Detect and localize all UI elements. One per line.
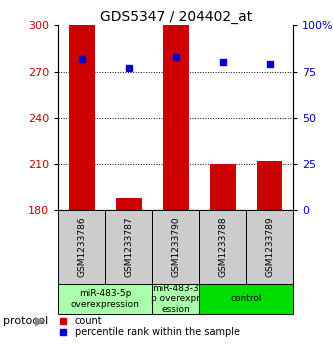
Text: GSM1233787: GSM1233787 <box>124 217 133 277</box>
Text: GSM1233789: GSM1233789 <box>265 217 274 277</box>
Title: GDS5347 / 204402_at: GDS5347 / 204402_at <box>100 11 252 24</box>
Text: count: count <box>75 316 102 326</box>
Text: miR-483-3
p overexpr
ession: miR-483-3 p overexpr ession <box>151 284 200 314</box>
Bar <box>163 25 188 210</box>
Bar <box>199 284 293 314</box>
Bar <box>246 210 293 284</box>
Bar <box>105 210 152 284</box>
Text: control: control <box>230 294 262 303</box>
Bar <box>199 210 246 284</box>
Text: protocol: protocol <box>3 316 49 326</box>
Bar <box>58 284 152 314</box>
Text: GSM1233786: GSM1233786 <box>77 217 86 277</box>
Text: GSM1233790: GSM1233790 <box>171 217 180 277</box>
Text: percentile rank within the sample: percentile rank within the sample <box>75 327 240 338</box>
Text: GSM1233788: GSM1233788 <box>218 217 227 277</box>
Bar <box>69 25 95 210</box>
Bar <box>116 198 142 210</box>
Bar <box>152 284 199 314</box>
Text: ▶: ▶ <box>35 315 45 328</box>
Bar <box>257 161 282 210</box>
Bar <box>210 164 235 210</box>
Bar <box>58 210 105 284</box>
Text: miR-483-5p
overexpression: miR-483-5p overexpression <box>71 289 140 309</box>
Bar <box>152 210 199 284</box>
